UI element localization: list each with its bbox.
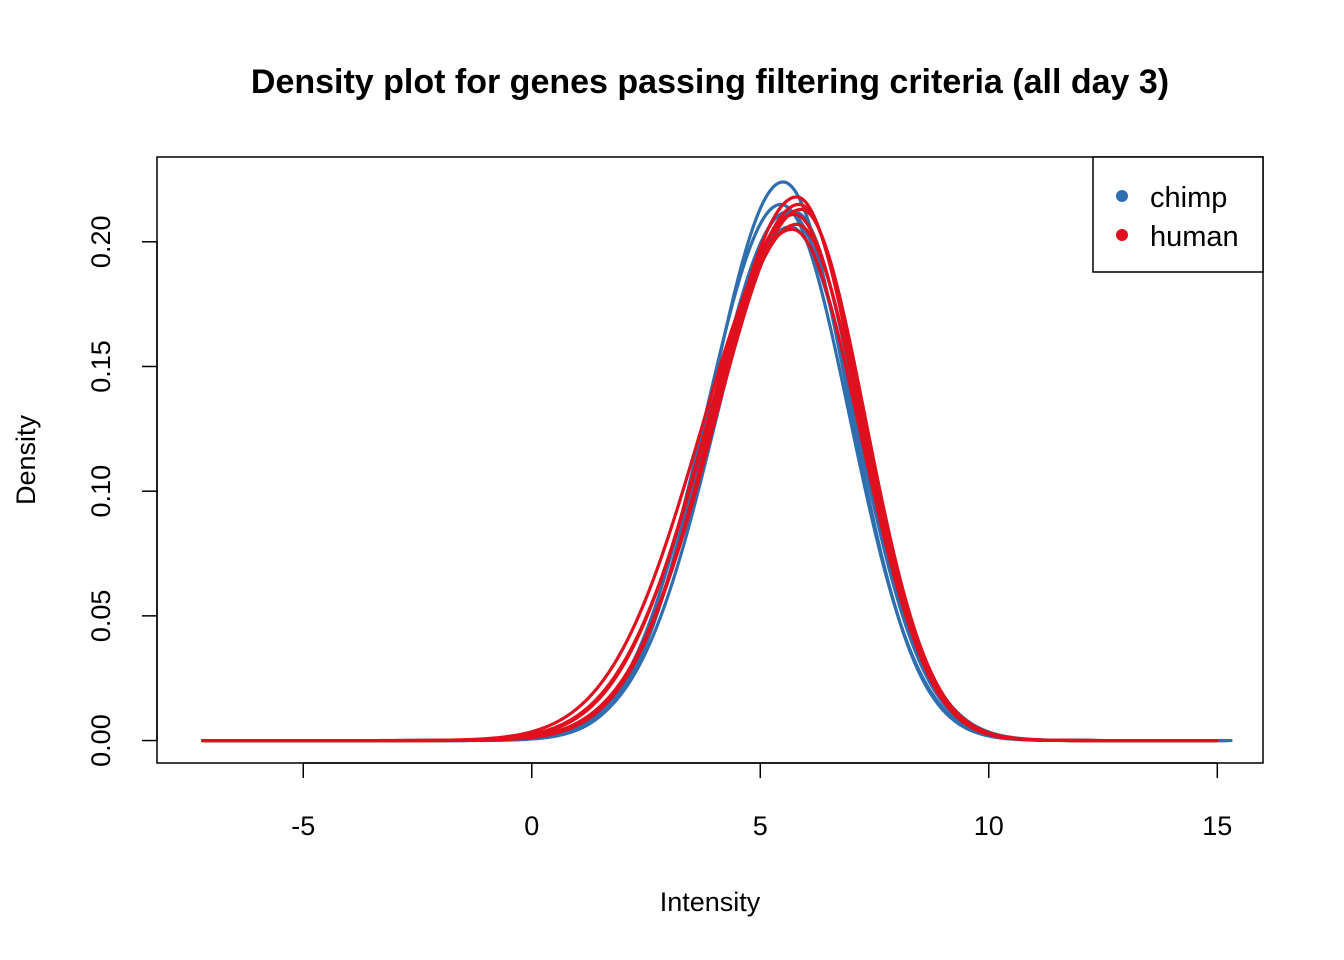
x-axis: -5 0 5 10 15 xyxy=(291,762,1232,841)
y-axis-label: Density xyxy=(11,414,41,505)
density-curve-chimp xyxy=(201,202,1229,743)
density-curve-human xyxy=(201,212,1219,743)
y-tick-label: 0.15 xyxy=(86,340,116,393)
x-tick-label: 5 xyxy=(753,811,768,841)
density-curve-human xyxy=(201,222,1219,743)
density-curve-chimp xyxy=(201,210,1229,743)
legend-marker-human xyxy=(1116,229,1128,241)
legend-label-human: human xyxy=(1150,221,1239,253)
legend-label-chimp: chimp xyxy=(1150,182,1227,214)
y-axis: 0.00 0.05 0.10 0.15 0.20 xyxy=(86,216,158,767)
y-tick-label: 0.05 xyxy=(86,590,116,643)
chart-title: Density plot for genes passing filtering… xyxy=(251,63,1169,101)
density-curve-human xyxy=(201,202,1219,743)
y-tick-label: 0.10 xyxy=(86,465,116,518)
density-curve-human xyxy=(201,207,1219,743)
density-curve-chimp xyxy=(201,225,1229,743)
legend-box xyxy=(1092,156,1264,273)
x-axis-label: Intensity xyxy=(660,887,761,917)
x-tick-label: -5 xyxy=(291,811,315,841)
legend: chimp human xyxy=(1092,156,1264,273)
series-layer xyxy=(201,180,1233,743)
density-curve-chimp xyxy=(201,180,1233,743)
density-curve-chimp xyxy=(201,210,1229,743)
x-tick-label: 10 xyxy=(974,811,1004,841)
legend-marker-chimp xyxy=(1116,190,1128,202)
y-tick-label: 0.00 xyxy=(86,714,116,767)
y-tick-label: 0.20 xyxy=(86,216,116,269)
density-curve-human xyxy=(201,195,1219,743)
x-tick-label: 0 xyxy=(524,811,539,841)
x-tick-label: 15 xyxy=(1202,811,1232,841)
density-curve-human xyxy=(201,227,1219,743)
